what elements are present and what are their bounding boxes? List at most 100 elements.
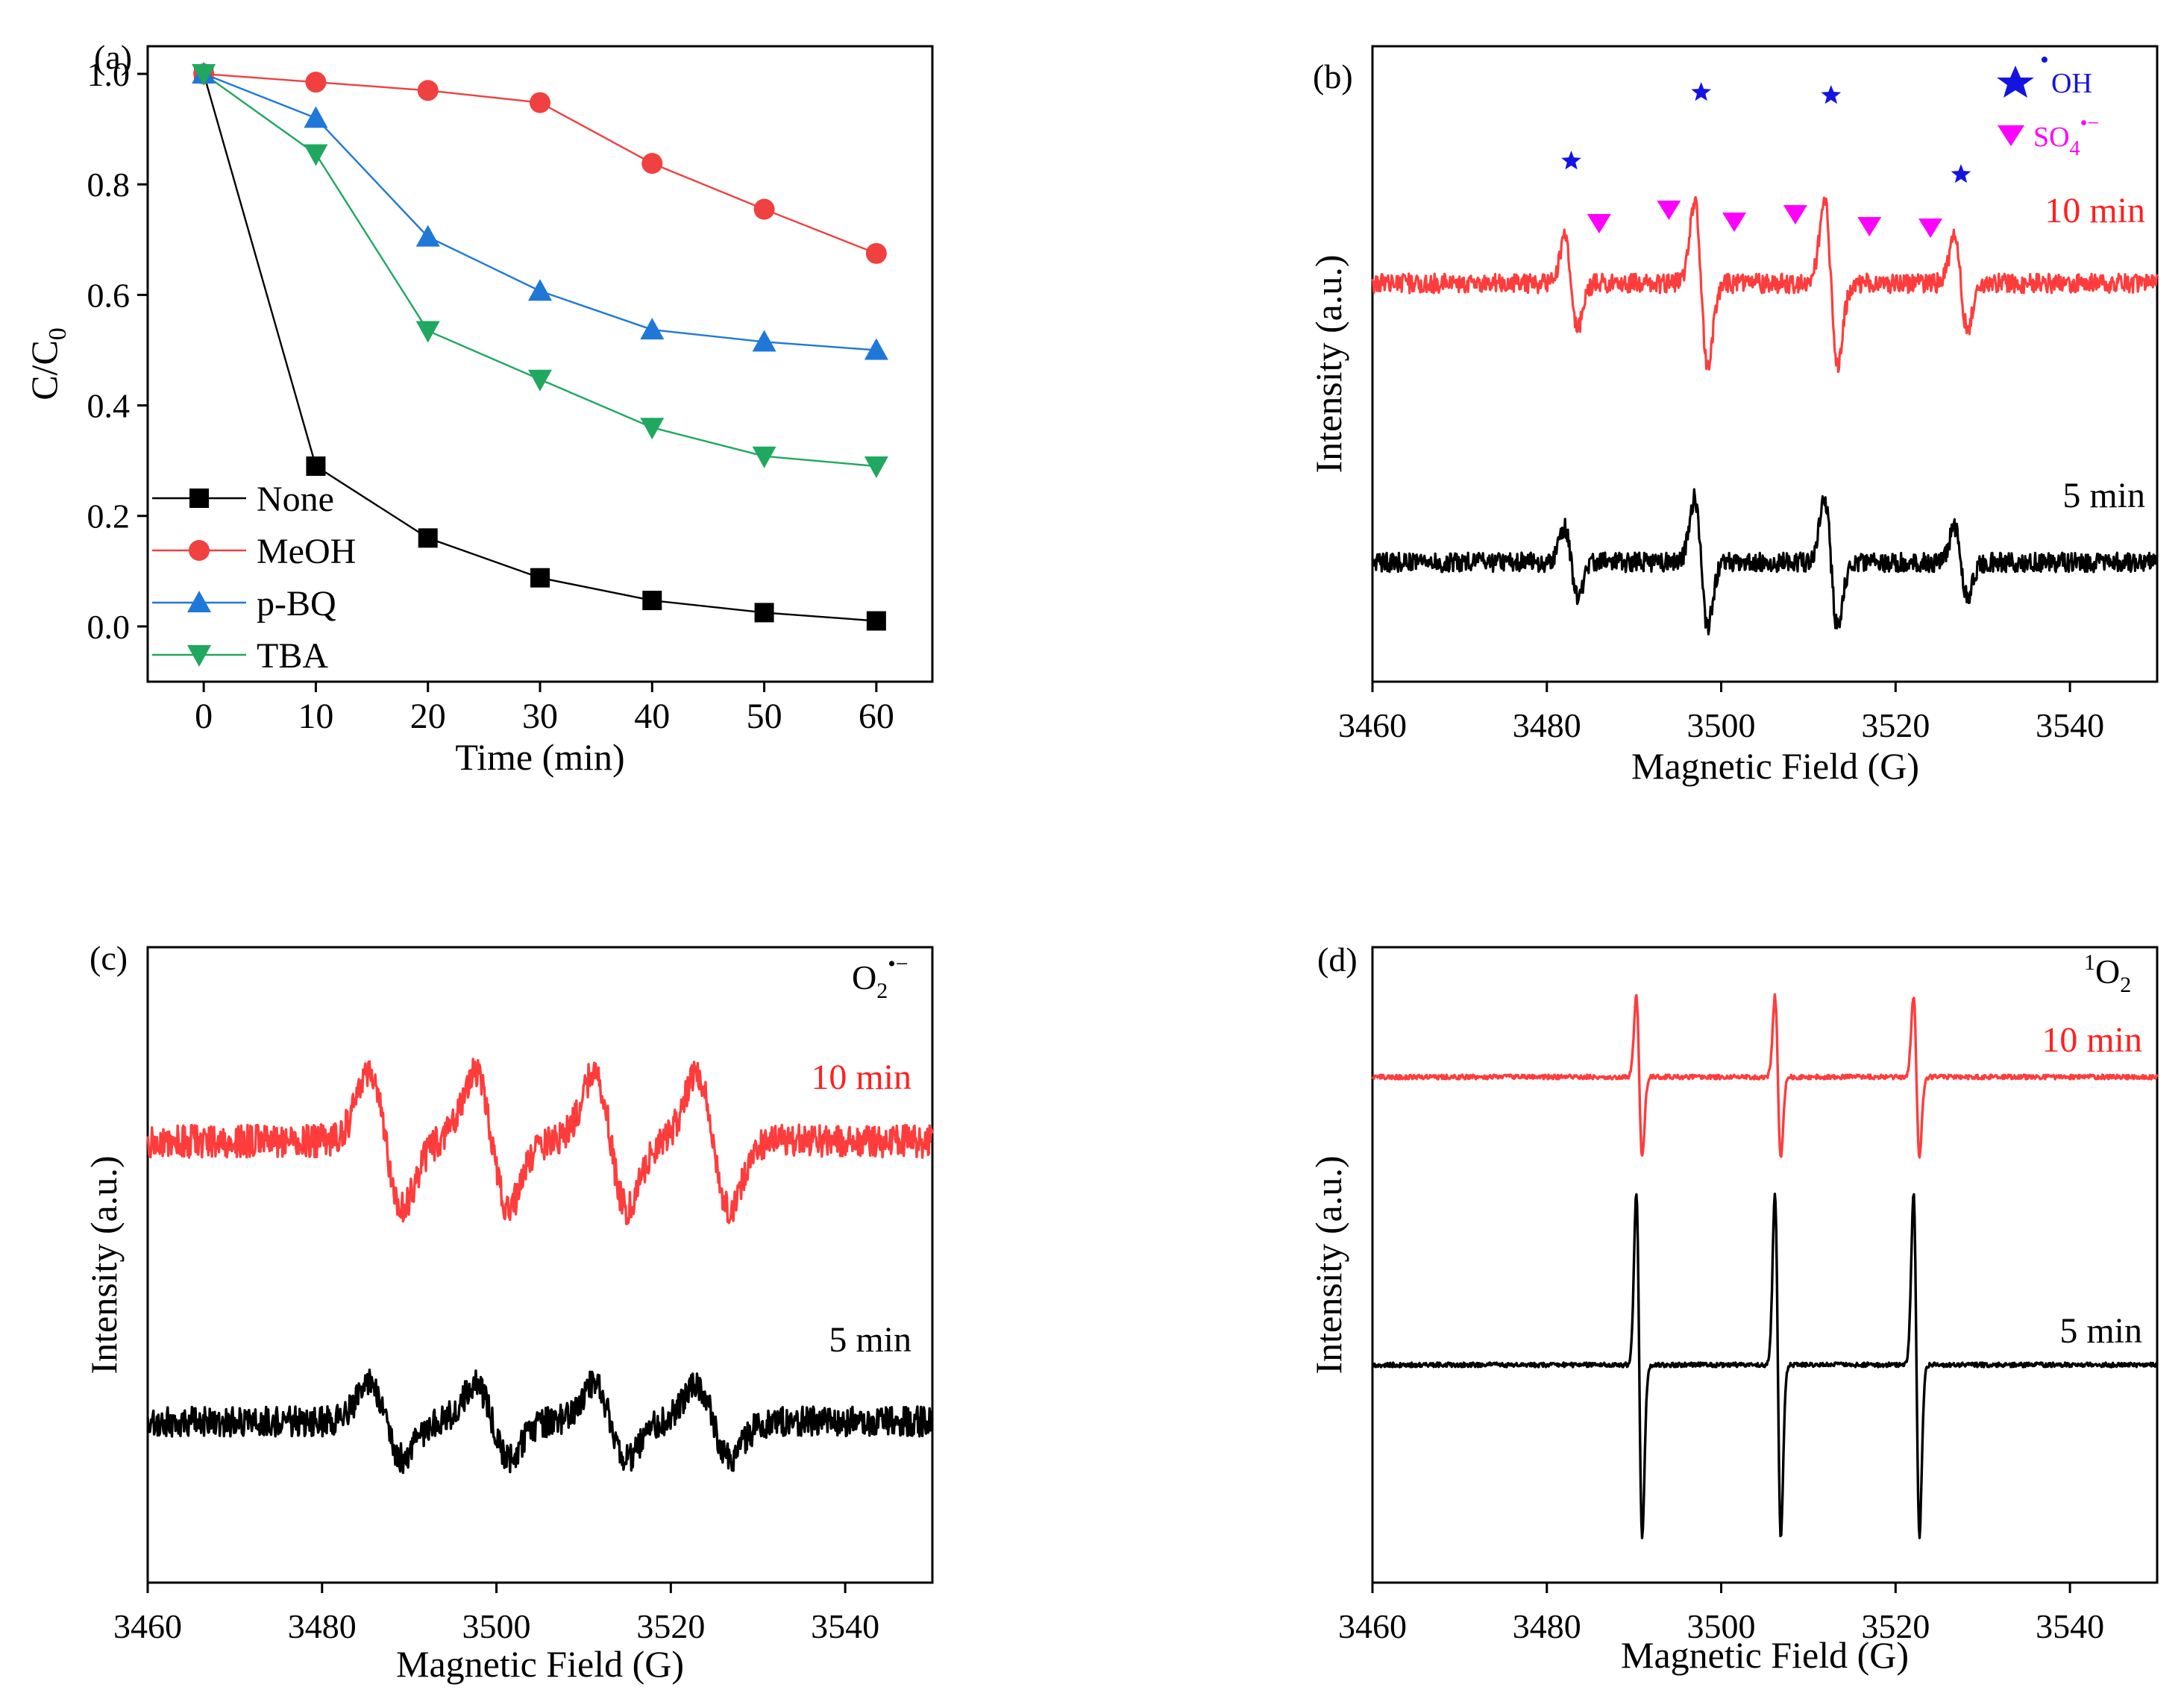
panel-c-trace-10-label: 10 min <box>811 1058 911 1097</box>
a-point-tba <box>864 456 888 479</box>
c-xtick-label: 3540 <box>811 1607 879 1645</box>
a-point-meoh <box>530 92 550 113</box>
a-legend-label-meoh: MeOH <box>257 532 356 571</box>
panel-c-species-sup: •− <box>888 952 908 976</box>
legend-oh-star-icon <box>1997 66 2034 98</box>
panel-b-ylabel: Intensity (a.u.) <box>1308 255 1349 474</box>
a-point-p-bq <box>415 224 440 247</box>
panel-c-frame <box>146 946 934 1584</box>
a-legend-marker-tba <box>187 645 211 667</box>
b-oh-star-marker <box>1561 151 1581 170</box>
panel-d: 3460 3480 3500 3520 3540 (d) Magnetic Field … <box>1308 940 2159 1676</box>
b-oh-star-marker <box>1691 82 1711 101</box>
panel-d-ticks: 3460 3480 3500 3520 3540 <box>1338 1583 2104 1645</box>
a-point-none <box>642 591 662 611</box>
panel-c-species-main: O <box>852 958 876 996</box>
panel-d-xlabel: Magnetic Field (G) <box>1621 1634 1909 1676</box>
legend-so4-main: SO <box>2033 122 2070 153</box>
d-trace-10-min <box>1371 993 2159 1159</box>
legend-oh-text: OH <box>2051 68 2092 99</box>
a-legend-label-tba: TBA <box>257 636 328 676</box>
panel-d-species: 1O2 <box>2084 950 2131 997</box>
a-xtick-label: 10 <box>298 697 333 736</box>
b-xtick-label: 3540 <box>2036 706 2104 744</box>
b-xtick-label: 3460 <box>1338 706 1407 744</box>
b-xtick-label: 3480 <box>1513 706 1581 744</box>
legend-so4-sub: 4 <box>2070 137 2080 160</box>
a-point-p-bq <box>640 318 665 340</box>
d-xtick-label: 3540 <box>2036 1607 2104 1645</box>
b-oh-star-marker <box>1821 85 1842 104</box>
a-legend-label-p-bq: p-BQ <box>257 584 336 624</box>
c-trace-10-min <box>146 1058 934 1225</box>
a-point-meoh <box>305 72 327 93</box>
a-legend-marker-none <box>189 489 209 508</box>
panel-a-ylabel: C/C0 <box>23 327 72 401</box>
panel-a: 0 10 20 30 40 50 60 0.0 0.2 0.4 0.6 0.8 1.0 None MeOH… <box>23 38 934 778</box>
panel-a-label: (a) <box>94 38 132 76</box>
a-series-line-p-bq <box>203 72 876 351</box>
a-ytick-label: 0.8 <box>87 166 131 204</box>
a-xtick-label: 40 <box>634 697 670 736</box>
panel-b-label: (b) <box>1313 57 1353 95</box>
c-xtick-label: 3520 <box>636 1607 705 1645</box>
a-ytick-label: 0.2 <box>87 497 131 536</box>
b-so4-triangle-marker <box>1587 214 1611 233</box>
panel-d-traces <box>1371 993 2159 1539</box>
panel-b-xlabel: Magnetic Field (G) <box>1631 745 1919 787</box>
a-point-meoh <box>417 80 439 101</box>
panel-d-trace-10-label: 10 min <box>2042 1020 2142 1060</box>
legend-so4-text: SO4•− <box>2033 112 2099 160</box>
panel-a-series <box>192 62 888 631</box>
a-point-p-bq <box>528 279 552 301</box>
a-xtick-label: 20 <box>410 697 446 736</box>
b-so4-triangle-marker <box>1918 219 1943 238</box>
panel-d-frame <box>1371 946 2159 1584</box>
a-point-p-bq <box>752 330 776 352</box>
panel-d-ylabel: Intensity (a.u.) <box>1308 1156 1349 1375</box>
panel-a-ylabel-main: C/C <box>23 340 65 401</box>
a-point-p-bq <box>864 338 888 360</box>
d-xtick-label: 3460 <box>1338 1607 1407 1645</box>
panel-d-label: (d) <box>1317 940 1358 979</box>
panel-b-traces <box>1371 195 2159 635</box>
panel-c-species: O2•− <box>852 952 909 1003</box>
panel-c-ticks: 3460 3480 3500 3520 3540 <box>113 1583 879 1645</box>
a-point-tba <box>192 64 216 87</box>
b-trace-10-min <box>1371 195 2159 374</box>
b-trace-5-min <box>1371 488 2158 635</box>
b-xtick-label: 3520 <box>1861 706 1930 744</box>
legend-oh-dot: • <box>2040 46 2049 74</box>
a-point-tba <box>528 369 552 392</box>
d-xtick-label: 3480 <box>1513 1607 1581 1645</box>
panel-c-species-sub: 2 <box>876 979 888 1003</box>
panel-c: 3460 3480 3500 3520 3540 (c) Magnetic Field … <box>83 939 934 1685</box>
panel-c-ylabel: Intensity (a.u.) <box>83 1156 125 1375</box>
c-xtick-label: 3500 <box>462 1607 531 1645</box>
a-point-tba <box>752 446 776 468</box>
a-point-none <box>866 611 886 631</box>
a-point-none <box>306 456 326 477</box>
a-point-none <box>418 528 438 548</box>
panel-a-ticks: 0 10 20 30 40 50 60 0.0 0.2 0.4 0.6 0.8 1.0 <box>87 55 894 736</box>
panel-b-trace-10-label: 10 min <box>2045 191 2145 230</box>
c-xtick-label: 3480 <box>288 1607 357 1645</box>
panel-d-species-main: O <box>2095 952 2120 990</box>
d-trace-5-min <box>1371 1193 2159 1539</box>
panel-c-traces <box>146 1058 934 1474</box>
a-legend-label-none: None <box>257 480 334 519</box>
a-xtick-label: 30 <box>522 697 558 736</box>
d-xtick-label: 3500 <box>1687 1607 1756 1645</box>
a-xtick-label: 50 <box>747 697 782 736</box>
panel-c-label: (c) <box>90 939 128 977</box>
a-ytick-label: 0.4 <box>87 387 131 425</box>
panel-a-ylabel-sub: 0 <box>44 327 72 340</box>
a-ytick-label: 0.0 <box>87 608 131 646</box>
a-point-p-bq <box>304 106 328 128</box>
a-point-none <box>530 568 550 588</box>
a-legend-marker-meoh <box>189 540 210 561</box>
panel-b-ticks: 3460 3480 3500 3520 3540 <box>1338 682 2104 744</box>
a-point-meoh <box>753 198 775 220</box>
panel-b-trace-5-label: 5 min <box>2062 476 2145 515</box>
